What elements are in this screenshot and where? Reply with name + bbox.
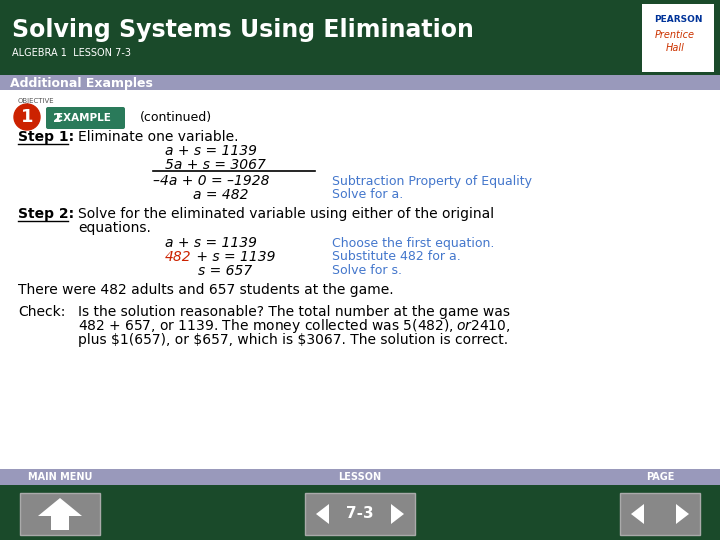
Bar — [0, 75, 720, 90]
Text: Solve for s.: Solve for s. — [332, 265, 402, 278]
Bar — [0, 0, 720, 75]
Polygon shape — [38, 498, 82, 530]
Circle shape — [14, 104, 40, 130]
Text: Solve for a.: Solve for a. — [332, 188, 403, 201]
Text: 5a + s = 3067: 5a + s = 3067 — [165, 158, 266, 172]
Bar — [20, 493, 100, 535]
Polygon shape — [676, 504, 689, 524]
Text: equations.: equations. — [78, 221, 151, 235]
Text: 482: 482 — [165, 250, 192, 264]
Text: OBJECTIVE: OBJECTIVE — [18, 98, 55, 104]
Text: a + s = 1139: a + s = 1139 — [165, 236, 257, 250]
Bar — [305, 493, 415, 535]
Text: There were 482 adults and 657 students at the game.: There were 482 adults and 657 students a… — [18, 283, 394, 297]
Text: 1: 1 — [21, 108, 33, 126]
Text: Step 1:: Step 1: — [18, 130, 74, 144]
Text: Solving Systems Using Elimination: Solving Systems Using Elimination — [12, 18, 474, 42]
Text: Step 2:: Step 2: — [18, 207, 74, 221]
Text: Hall: Hall — [665, 43, 685, 53]
Text: Subtraction Property of Equality: Subtraction Property of Equality — [332, 174, 532, 187]
Text: + s = 1139: + s = 1139 — [192, 250, 276, 264]
Text: Solve for the eliminated variable using either of the original: Solve for the eliminated variable using … — [78, 207, 494, 221]
Text: s = 657: s = 657 — [198, 264, 252, 278]
Text: Eliminate one variable.: Eliminate one variable. — [78, 130, 238, 144]
Polygon shape — [631, 504, 644, 524]
Text: 2: 2 — [53, 111, 61, 125]
Bar — [0, 485, 720, 540]
Text: ALGEBRA 1  LESSON 7-3: ALGEBRA 1 LESSON 7-3 — [12, 48, 131, 58]
Bar — [0, 469, 720, 485]
Polygon shape — [391, 504, 404, 524]
Text: 7-3: 7-3 — [346, 507, 374, 522]
Text: a = 482: a = 482 — [193, 188, 248, 202]
Text: 482 + 657, or 1139. The money collected was $5(482), or $2410,: 482 + 657, or 1139. The money collected … — [78, 317, 510, 335]
Text: Choose the first equation.: Choose the first equation. — [332, 237, 495, 249]
Text: PEARSON: PEARSON — [654, 16, 702, 24]
Text: MAIN MENU: MAIN MENU — [28, 472, 92, 482]
Text: PAGE: PAGE — [646, 472, 674, 482]
Bar — [642, 4, 714, 72]
Text: Is the solution reasonable? The total number at the game was: Is the solution reasonable? The total nu… — [78, 305, 510, 319]
Text: a + s = 1139: a + s = 1139 — [165, 144, 257, 158]
Text: Prentice: Prentice — [655, 30, 695, 40]
Text: –4a + 0 = –1928: –4a + 0 = –1928 — [153, 174, 269, 188]
Text: plus $1(657), or $657, which is $3067. The solution is correct.: plus $1(657), or $657, which is $3067. T… — [78, 333, 508, 347]
Text: LESSON: LESSON — [338, 472, 382, 482]
FancyBboxPatch shape — [46, 107, 125, 129]
Text: EXAMPLE: EXAMPLE — [55, 113, 110, 123]
Text: Additional Examples: Additional Examples — [10, 77, 153, 90]
Bar — [620, 493, 700, 535]
Text: Check:: Check: — [18, 305, 66, 319]
Polygon shape — [316, 504, 329, 524]
Text: Substitute 482 for a.: Substitute 482 for a. — [332, 251, 461, 264]
Text: (continued): (continued) — [140, 111, 212, 125]
